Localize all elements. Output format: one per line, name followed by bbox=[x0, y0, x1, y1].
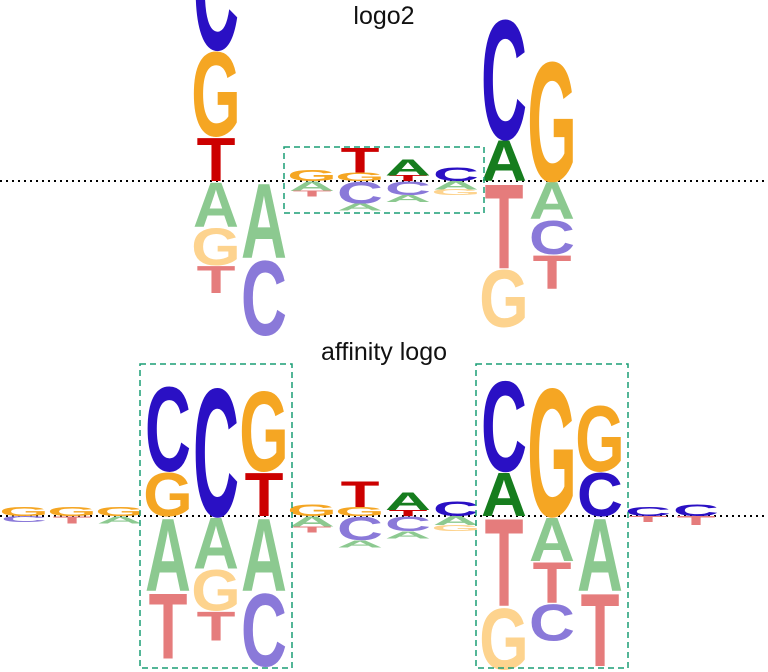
letter-g-pos3: G bbox=[143, 460, 192, 529]
affinity-logo-title: affinity logo bbox=[321, 338, 447, 366]
letter-g-pos2: G bbox=[95, 505, 144, 519]
letter-a-neg5: A bbox=[241, 498, 287, 614]
logo2-title: logo2 bbox=[353, 2, 414, 30]
letter-t-pos7: T bbox=[341, 474, 380, 516]
letter-a-neg8: A bbox=[385, 529, 431, 541]
highlight-box-1-0 bbox=[139, 363, 293, 669]
letter-c-neg5: C bbox=[241, 573, 287, 672]
letter-g-neg4: G bbox=[191, 558, 240, 623]
letter-t-neg2: T bbox=[293, 189, 332, 198]
letter-t-neg6: T bbox=[485, 160, 524, 294]
letter-a-neg3: A bbox=[337, 202, 383, 213]
letter-g-pos0: G bbox=[191, 29, 240, 163]
letter-a-neg5: A bbox=[433, 179, 479, 192]
letter-c-neg1: C bbox=[241, 238, 287, 358]
letter-a-neg6: A bbox=[289, 513, 335, 529]
letter-c-pos0: C bbox=[193, 0, 239, 87]
letter-g-pos1: G bbox=[47, 505, 96, 519]
letter-c-pos5: C bbox=[433, 163, 479, 185]
letter-c-pos13: C bbox=[625, 505, 671, 519]
letter-g-pos7: G bbox=[335, 505, 384, 519]
letter-a-pos8: A bbox=[385, 488, 431, 516]
letter-t-neg11: T bbox=[533, 550, 572, 615]
letter-g-neg10: G bbox=[479, 591, 528, 672]
letter-a-neg0: A bbox=[193, 169, 239, 241]
letter-c-pos3: C bbox=[145, 363, 191, 497]
letter-g-neg9: G bbox=[431, 523, 480, 532]
letter-c-neg0: C bbox=[1, 514, 47, 523]
letter-c-pos6: C bbox=[481, 0, 527, 176]
highlight-box-0-0 bbox=[283, 146, 485, 214]
letter-c-pos14: C bbox=[673, 501, 719, 520]
letter-a-neg7: A bbox=[529, 172, 575, 231]
letter-t-pos4: T bbox=[389, 174, 428, 183]
letter-a-pos10: A bbox=[481, 460, 527, 529]
letter-a-neg11: A bbox=[529, 505, 575, 574]
letter-c-neg7: C bbox=[529, 210, 575, 264]
letter-t-neg0: T bbox=[197, 258, 236, 302]
letter-a-neg9: A bbox=[433, 514, 479, 528]
letter-t-pos5: T bbox=[245, 460, 284, 529]
letter-c-pos4: C bbox=[193, 352, 239, 556]
letter-t-neg1: T bbox=[53, 514, 92, 526]
letter-a-neg4: A bbox=[385, 193, 431, 204]
letter-c-pos12: C bbox=[577, 460, 623, 529]
letter-g-neg6: G bbox=[479, 253, 528, 345]
letter-a-neg3: A bbox=[145, 498, 191, 614]
letter-g-pos11: G bbox=[527, 352, 576, 556]
letter-c-pos10: C bbox=[481, 354, 527, 499]
letter-t-pos8: T bbox=[389, 508, 428, 517]
letter-t-neg14: T bbox=[677, 514, 716, 528]
letter-g-pos5: G bbox=[239, 367, 288, 496]
letter-g-pos12: G bbox=[575, 386, 624, 491]
letter-c-pos9: C bbox=[433, 498, 479, 521]
letter-a-neg4: A bbox=[193, 503, 239, 584]
letter-t-neg3: T bbox=[149, 573, 188, 672]
letter-a-neg7: A bbox=[337, 538, 383, 550]
letter-g-neg5: G bbox=[431, 188, 480, 197]
letter-g-pos2: G bbox=[287, 167, 336, 184]
letter-a-pos4: A bbox=[385, 155, 431, 181]
letter-g-pos6: G bbox=[287, 501, 336, 520]
highlight-box-1-1 bbox=[475, 363, 629, 669]
letter-c-neg8: C bbox=[385, 513, 431, 536]
letter-g-pos0: G bbox=[0, 505, 49, 519]
letter-a-pos6: A bbox=[481, 128, 527, 193]
letter-c-neg3: C bbox=[337, 175, 383, 210]
letter-g-pos3: G bbox=[335, 171, 384, 184]
letter-t-neg10: T bbox=[485, 494, 524, 634]
letter-t-neg7: T bbox=[533, 245, 572, 299]
letter-t-neg6: T bbox=[293, 525, 332, 534]
letter-a-neg1: A bbox=[241, 161, 287, 281]
letter-a-neg2: A bbox=[289, 178, 335, 193]
letter-t-neg13: T bbox=[629, 514, 668, 523]
letter-g-neg0: G bbox=[191, 218, 240, 277]
letter-c-neg11: C bbox=[529, 594, 575, 652]
logo2-panel: TGCAGTACGATGTCATACACAGACTGGACT bbox=[0, 0, 768, 358]
letter-t-pos0: T bbox=[197, 126, 236, 195]
letter-a-neg2: A bbox=[97, 514, 143, 526]
letter-g-pos7: G bbox=[527, 27, 576, 218]
letter-t-neg4: T bbox=[197, 603, 236, 650]
letter-t-neg12: T bbox=[581, 573, 620, 672]
letter-a-neg12: A bbox=[577, 498, 623, 614]
letter-c-neg4: C bbox=[385, 177, 431, 199]
letter-c-neg7: C bbox=[337, 510, 383, 547]
